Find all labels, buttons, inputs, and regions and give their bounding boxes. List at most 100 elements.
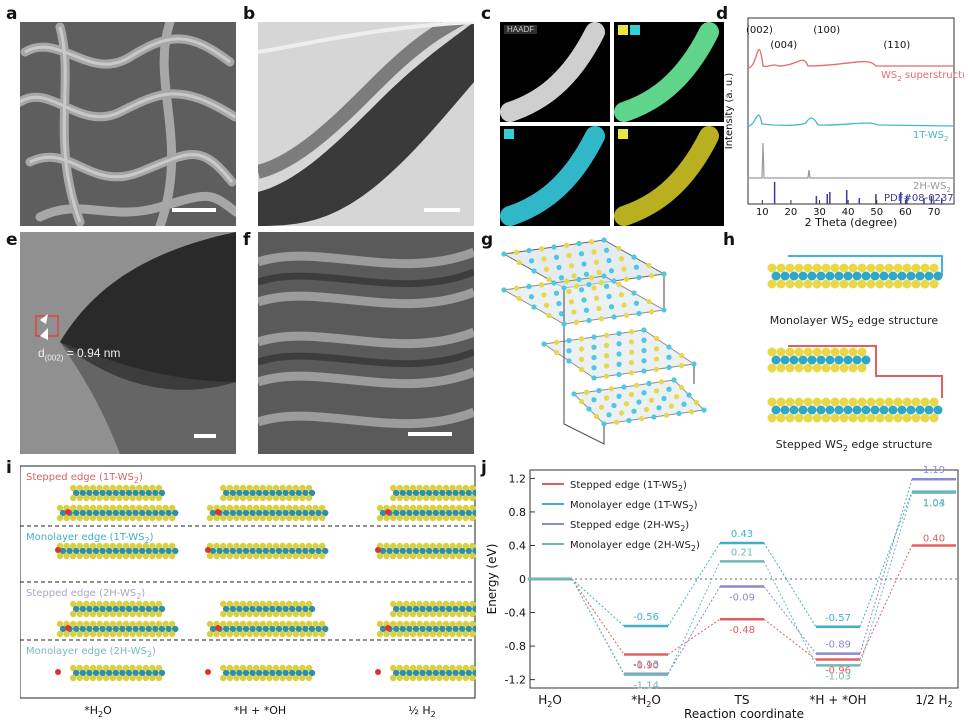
- s-atom: [286, 504, 293, 512]
- w-atom: [125, 547, 133, 555]
- w-atom: [308, 489, 316, 497]
- s-atom: [272, 552, 280, 560]
- s-atom: [423, 674, 430, 682]
- w-atom: [412, 489, 420, 497]
- s-atom: [129, 542, 136, 550]
- energy-value-label: -1.03: [825, 671, 851, 682]
- s-atom: [279, 484, 286, 492]
- w-atom: [807, 355, 817, 365]
- atom: [586, 281, 592, 288]
- s-atom: [279, 514, 286, 522]
- s-atom: [233, 504, 240, 512]
- s-atom: [253, 600, 260, 608]
- atom: [561, 321, 567, 327]
- s-atom: [246, 620, 253, 628]
- s-atom: [469, 552, 476, 560]
- w-atom: [780, 271, 790, 281]
- s-atom: [70, 674, 77, 682]
- w-atom: [432, 547, 439, 555]
- element-swatch-w: [504, 129, 514, 139]
- panel-label-c: c: [481, 4, 492, 24]
- s-atom: [226, 552, 233, 560]
- w-atom: [145, 605, 152, 613]
- s-atom: [162, 630, 169, 638]
- atom: [583, 389, 590, 395]
- w-atom: [73, 605, 80, 613]
- w-atom: [315, 547, 322, 555]
- s-atom: [226, 514, 233, 522]
- atom: [631, 290, 637, 296]
- w-atom: [472, 669, 476, 677]
- s-atom: [456, 494, 463, 502]
- s-atom: [305, 620, 313, 628]
- s-atom: [416, 620, 423, 628]
- w-atom: [861, 405, 871, 415]
- s-atom: [436, 630, 443, 638]
- s-atom: [272, 620, 280, 628]
- s-atom: [266, 514, 273, 522]
- s-atom: [253, 674, 260, 682]
- w-atom: [119, 489, 126, 497]
- w-atom: [119, 625, 126, 633]
- atom: [598, 404, 605, 410]
- s-atom: [821, 363, 831, 373]
- s-atom: [462, 600, 469, 608]
- s-atom: [286, 514, 293, 522]
- s-atom: [409, 552, 417, 560]
- s-atom: [266, 674, 273, 682]
- s-atom: [442, 484, 450, 492]
- s-atom: [383, 552, 390, 560]
- s-atom: [76, 664, 83, 672]
- atom: [653, 335, 660, 342]
- s-atom: [226, 664, 233, 672]
- energy-value-label: -0.56: [633, 612, 659, 623]
- s-atom: [246, 484, 253, 492]
- s-atom: [116, 484, 123, 492]
- w-atom: [465, 605, 472, 613]
- s-atom: [423, 620, 430, 628]
- atom: [556, 300, 562, 307]
- s-atom: [149, 514, 156, 522]
- s-atom: [233, 620, 240, 628]
- atom: [563, 278, 570, 284]
- atom: [603, 353, 610, 359]
- s-atom: [462, 494, 469, 502]
- s-atom: [416, 494, 423, 502]
- s-atom: [155, 610, 163, 618]
- s-atom: [449, 630, 456, 638]
- s-atom: [103, 674, 110, 682]
- w-atom: [145, 489, 152, 497]
- atom: [636, 310, 642, 317]
- w-atom: [412, 605, 420, 613]
- s-atom: [396, 542, 403, 550]
- w-atom: [145, 669, 152, 677]
- s-atom: [136, 552, 143, 560]
- structure-row-label: Stepped edge (1T-WS2): [26, 472, 143, 485]
- w-atom: [112, 625, 120, 633]
- s-atom: [462, 504, 469, 512]
- s-atom: [396, 514, 403, 522]
- s-atom: [812, 279, 822, 289]
- s-atom: [279, 674, 286, 682]
- o-atom: [215, 625, 221, 631]
- s-atom: [116, 630, 123, 638]
- w-atom: [459, 509, 466, 517]
- w-atom: [139, 605, 146, 613]
- s-atom: [136, 630, 143, 638]
- w-atom: [229, 605, 236, 613]
- s-atom: [462, 610, 469, 618]
- s-atom: [767, 413, 777, 423]
- s-atom: [220, 504, 227, 512]
- s-atom: [109, 494, 117, 502]
- atom: [593, 413, 600, 420]
- s-atom: [246, 664, 253, 672]
- atom: [628, 391, 635, 398]
- s-atom: [89, 674, 97, 682]
- panel-label-h: h: [723, 230, 736, 250]
- w-atom: [459, 625, 466, 633]
- s-atom: [239, 630, 247, 638]
- s-atom: [155, 674, 163, 682]
- atom: [628, 370, 635, 376]
- s-atom: [149, 664, 156, 672]
- atom: [501, 287, 507, 293]
